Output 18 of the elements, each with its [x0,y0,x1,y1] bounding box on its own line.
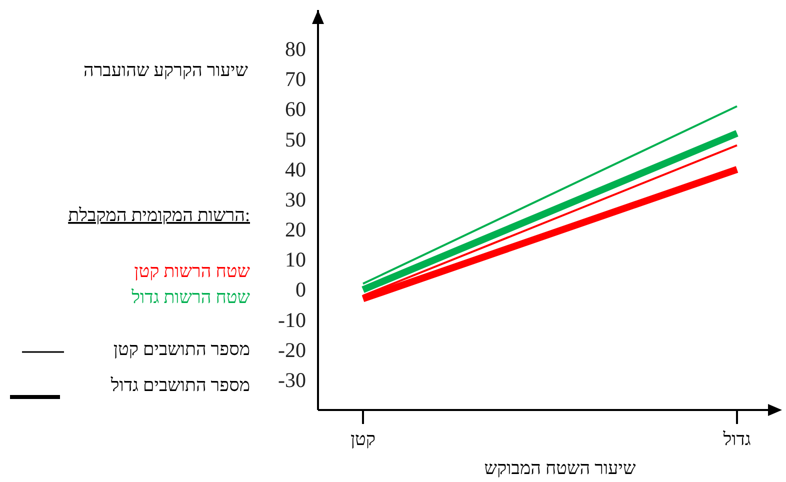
x-tick-label: קטן [350,429,376,449]
y-tick-label: 80 [285,37,306,62]
x-axis-title: שיעור השטח המבוקש [484,458,636,478]
x-tick-label: גדול [722,429,751,449]
y-axis-title: שיעור הקרקע שהועברה [83,60,248,80]
y-tick-label: 10 [285,248,306,272]
legend-title: הרשות המקומית המקבלת: [68,205,250,225]
y-tick-label: 0 [296,278,306,302]
legend: הרשות המקומית המקבלת: שטח הרשות קטן שטח הרשות גדול מספר התושבים קטן מספר התושבים גדול [10,205,250,399]
y-tick-label: -10 [278,308,306,332]
y-tick-label: -30 [278,368,306,392]
y-tick-label: 40 [285,157,306,182]
y-tick-label: 30 [285,187,306,212]
y-tick-label: 50 [285,127,306,152]
y-tick-label: 60 [285,97,306,122]
y-tick-label: 70 [285,67,306,92]
y-tick-label: 20 [285,218,306,242]
y-tick-label: -20 [278,338,306,362]
